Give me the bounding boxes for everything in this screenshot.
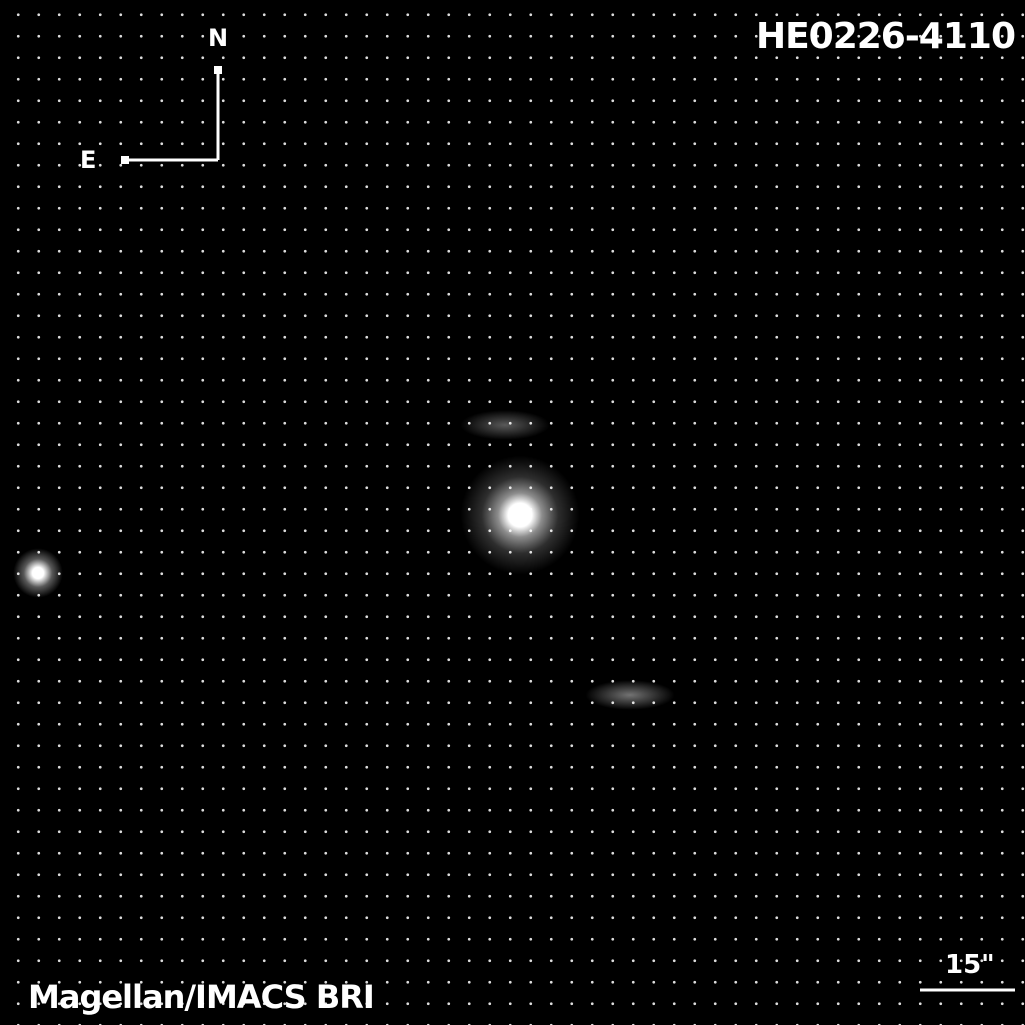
object-title: HE0226-4110 <box>755 16 1016 57</box>
galaxy <box>460 410 550 440</box>
compass-east-tip <box>121 156 129 164</box>
compass-east-label: E <box>80 146 97 174</box>
star <box>13 548 63 598</box>
compass-north-label: N <box>208 24 229 52</box>
compass-north-tip <box>214 66 222 74</box>
target-star <box>460 455 580 575</box>
galaxy <box>585 680 675 710</box>
scale-label: 15" <box>945 950 995 980</box>
credit: Magellan/IMACS BRI <box>28 978 375 1016</box>
